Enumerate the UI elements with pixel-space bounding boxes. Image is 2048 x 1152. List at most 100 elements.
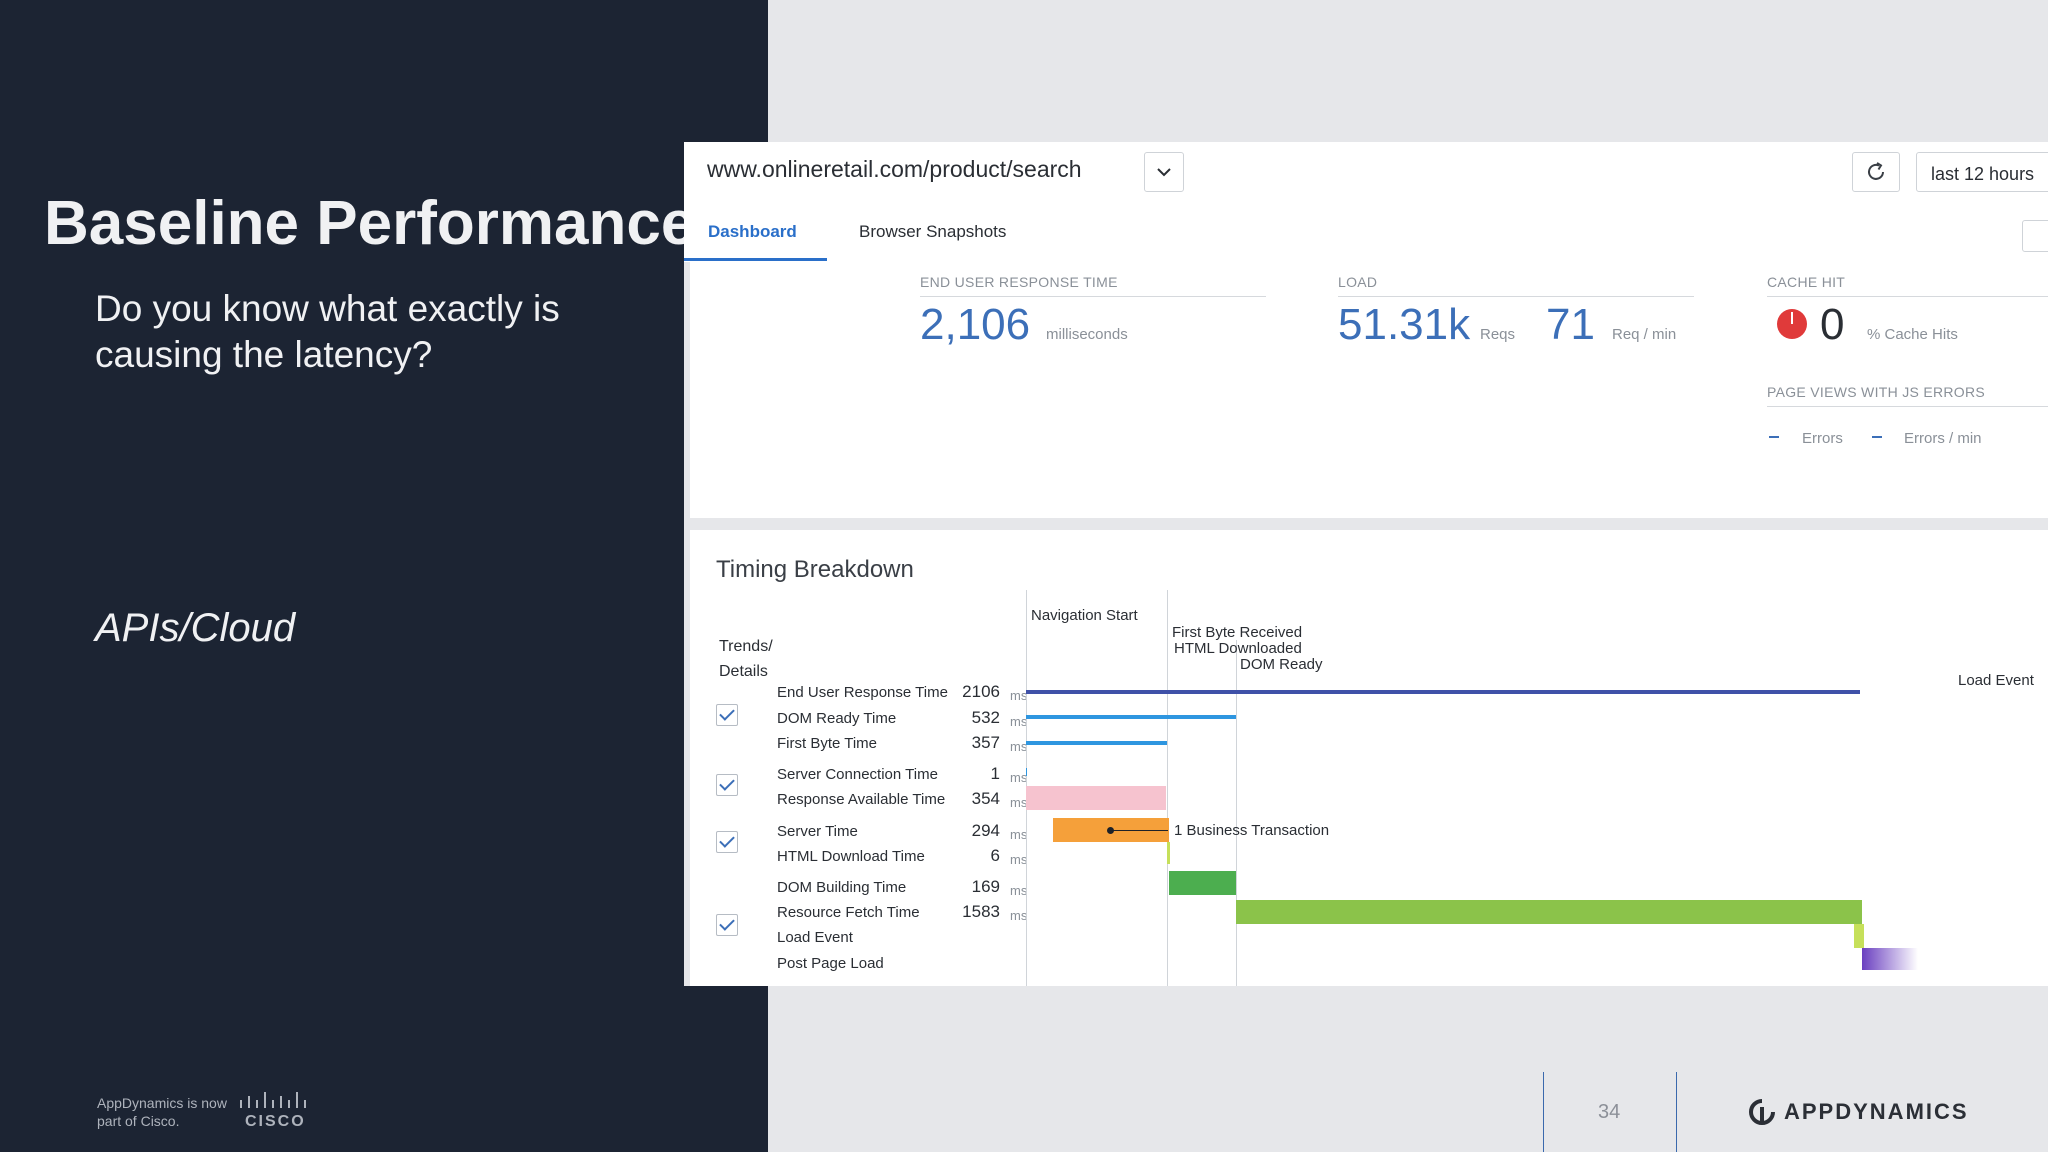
appdynamics-mark-icon bbox=[1749, 1099, 1775, 1125]
row-value-dom-ready: 532 bbox=[971, 708, 1000, 727]
row-value-resource-fetch: 1583 bbox=[962, 902, 1000, 921]
footer-divider bbox=[1676, 1072, 1677, 1152]
marker-load-event: Load Event bbox=[1958, 672, 2034, 689]
cache-status-icon bbox=[1777, 309, 1807, 339]
active-tab-indicator bbox=[684, 258, 827, 261]
row-unit: ms bbox=[1010, 852, 1028, 867]
js-errors-rate-value[interactable] bbox=[1872, 436, 1882, 438]
tab-browser-snapshots[interactable]: Browser Snapshots bbox=[859, 222, 1007, 241]
row-label-load-event: Load Event bbox=[777, 929, 853, 946]
row-label-first-byte: First Byte Time bbox=[777, 735, 878, 752]
resource-fetch-checkbox[interactable] bbox=[716, 914, 738, 936]
row-unit: ms bbox=[1010, 770, 1028, 785]
row-value-server-time: 294 bbox=[971, 821, 1000, 840]
response-time-value[interactable]: 2,106 bbox=[920, 300, 1031, 349]
bar-response-available[interactable] bbox=[1026, 786, 1166, 810]
row-label-response-available: Response Available Time bbox=[777, 791, 946, 808]
slide-title: Baseline Performance bbox=[44, 189, 696, 258]
divider bbox=[1338, 296, 1694, 297]
page-url: www.onlineretail.com/product/search bbox=[707, 156, 1082, 182]
row-value-server-connection: 1 bbox=[990, 764, 1000, 783]
bar-first-byte[interactable] bbox=[1026, 741, 1167, 745]
app-header: www.onlineretail.com/product/search last… bbox=[684, 142, 2048, 262]
slide-left-panel: Baseline Performance Do you know what ex… bbox=[0, 0, 768, 1152]
row-value-end-user-response: 2106 bbox=[962, 682, 1000, 701]
row-unit: ms bbox=[1010, 688, 1028, 703]
bar-dom-building[interactable] bbox=[1169, 871, 1236, 895]
trends-details-label: Trends/ Details bbox=[719, 638, 773, 680]
row-label-server-connection: Server Connection Time bbox=[777, 766, 938, 783]
marker-line-first-byte bbox=[1167, 590, 1168, 986]
row-value-html-download: 6 bbox=[990, 846, 1000, 865]
marker-first-byte: First Byte Received bbox=[1172, 624, 1303, 641]
marker-html-downloaded: HTML Downloaded bbox=[1174, 640, 1302, 657]
row-value-first-byte: 357 bbox=[971, 733, 1000, 752]
load-rate-unit: Req / min bbox=[1612, 326, 1677, 343]
app-screenshot: www.onlineretail.com/product/search last… bbox=[684, 142, 2048, 986]
timing-breakdown-panel: Timing Breakdown Trends/ Details End Use… bbox=[690, 530, 2048, 986]
page-number: 34 bbox=[1598, 1101, 1621, 1123]
row-unit: ms bbox=[1010, 908, 1028, 923]
load-requests-unit: Reqs bbox=[1480, 326, 1516, 343]
slide-subtitle: Do you know what exactly is causing the … bbox=[95, 288, 560, 375]
server-time-checkbox[interactable] bbox=[716, 831, 738, 853]
footer-divider bbox=[1543, 1072, 1544, 1152]
refresh-button[interactable] bbox=[1852, 152, 1900, 192]
bar-resource-fetch[interactable] bbox=[1236, 900, 1862, 924]
tab-dashboard[interactable]: Dashboard bbox=[708, 222, 797, 241]
divider bbox=[920, 296, 1266, 297]
bar-post-page-load[interactable] bbox=[1862, 948, 1918, 970]
js-errors-label: PAGE VIEWS WITH JS ERRORS bbox=[1767, 384, 1986, 400]
bar-html-download[interactable] bbox=[1167, 842, 1170, 864]
load-requests-value[interactable]: 51.31k bbox=[1338, 300, 1471, 349]
business-transaction-link[interactable]: 1 Business Transaction bbox=[1174, 822, 1330, 839]
appdynamics-wordmark: APPDYNAMICS bbox=[1784, 1099, 1969, 1124]
chevron-down-icon bbox=[1157, 168, 1171, 177]
bar-server-connection[interactable] bbox=[1026, 768, 1027, 776]
cache-hit-label: CACHE HIT bbox=[1767, 274, 1846, 290]
row-unit: ms bbox=[1010, 795, 1028, 810]
js-errors-rate-unit: Errors / min bbox=[1904, 430, 1982, 447]
time-range-selector[interactable]: last 12 hours bbox=[1916, 152, 2048, 192]
appdynamics-logo: APPDYNAMICS bbox=[1748, 1098, 1969, 1126]
js-errors-value[interactable] bbox=[1769, 436, 1779, 438]
load-rate-value[interactable]: 71 bbox=[1546, 300, 1595, 349]
bar-dom-ready[interactable] bbox=[1026, 715, 1236, 719]
row-label-dom-building: DOM Building Time bbox=[777, 879, 907, 896]
cisco-logo-icon: CISCO bbox=[240, 1092, 306, 1130]
row-value-dom-building: 169 bbox=[971, 877, 1000, 896]
divider bbox=[1767, 406, 2048, 407]
marker-navigation-start: Navigation Start bbox=[1031, 607, 1138, 624]
row-unit: ms bbox=[1010, 883, 1028, 898]
divider bbox=[1767, 296, 2048, 297]
refresh-icon bbox=[1868, 162, 1884, 180]
cache-hit-unit: % Cache Hits bbox=[1867, 326, 1958, 343]
dom-ready-checkbox[interactable] bbox=[716, 704, 738, 726]
annotation-leader-line bbox=[1110, 830, 1168, 831]
url-dropdown-button[interactable] bbox=[1144, 152, 1184, 192]
timing-breakdown-title: Timing Breakdown bbox=[716, 556, 914, 583]
server-connection-checkbox[interactable] bbox=[716, 774, 738, 796]
marker-dom-ready: DOM Ready bbox=[1240, 656, 1323, 673]
row-label-server-time: Server Time bbox=[777, 823, 858, 840]
response-time-label: END USER RESPONSE TIME bbox=[920, 274, 1118, 290]
js-errors-unit: Errors bbox=[1802, 430, 1843, 447]
bar-end-user-response[interactable] bbox=[1026, 690, 1860, 694]
row-label-end-user-response: End User Response Time bbox=[777, 684, 948, 701]
load-label: LOAD bbox=[1338, 274, 1378, 290]
cisco-wordmark: CISCO bbox=[245, 1113, 306, 1130]
metrics-panel: END USER RESPONSE TIME 2,106 millisecond… bbox=[690, 262, 2048, 518]
slide-tag: APIs/Cloud bbox=[95, 606, 296, 650]
marker-line-dom-ready bbox=[1236, 640, 1237, 986]
row-value-response-available: 354 bbox=[971, 789, 1000, 808]
row-label-resource-fetch: Resource Fetch Time bbox=[777, 904, 920, 921]
row-label-post-page-load: Post Page Load bbox=[777, 955, 884, 972]
response-time-unit: milliseconds bbox=[1046, 326, 1128, 343]
tab-overflow-button[interactable] bbox=[2022, 220, 2048, 252]
cache-hit-value[interactable]: 0 bbox=[1820, 300, 1845, 349]
footer-note: AppDynamics is now part of Cisco. bbox=[97, 1095, 227, 1129]
row-unit: ms bbox=[1010, 714, 1028, 729]
row-label-html-download: HTML Download Time bbox=[777, 848, 925, 865]
row-label-dom-ready: DOM Ready Time bbox=[777, 710, 897, 727]
bar-load-event[interactable] bbox=[1854, 924, 1864, 948]
